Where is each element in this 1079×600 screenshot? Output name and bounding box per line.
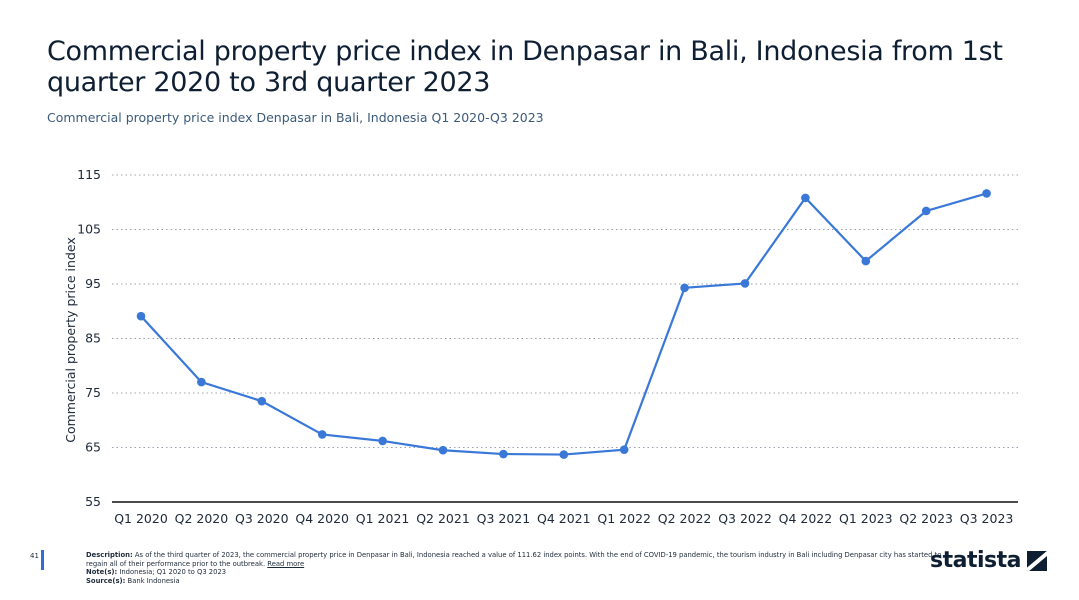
x-tick-label: Q2 2020: [175, 511, 229, 526]
x-tick-label: Q3 2022: [718, 511, 772, 526]
description-text: As of the third quarter of 2023, the com…: [86, 551, 942, 568]
x-tick-label: Q4 2021: [537, 511, 591, 526]
page-number: 41: [30, 552, 39, 560]
gridlines: [112, 174, 1018, 503]
series-line: [140, 192, 987, 456]
y-tick-label: 55: [85, 494, 101, 509]
x-tick-label: Q1 2020: [114, 511, 168, 526]
data-point: [680, 283, 689, 293]
description-label: Description:: [86, 551, 133, 559]
notes-label: Note(s):: [86, 568, 118, 576]
accent-bar: [41, 550, 44, 570]
x-tick-label: Q3 2023: [960, 511, 1014, 526]
data-point: [559, 450, 569, 459]
read-more-link[interactable]: Read more: [267, 559, 305, 568]
x-tick-label: Q1 2022: [597, 511, 651, 526]
notes-text: Indonesia; Q1 2020 to Q3 2023: [119, 568, 227, 576]
data-point: [861, 256, 871, 266]
y-tick-label: 105: [77, 222, 101, 237]
chart-subtitle: Commercial property price index Denpasar…: [47, 110, 544, 125]
source-text: Bank Indonesia: [127, 576, 180, 585]
y-tick-label: 115: [77, 167, 101, 182]
data-point: [378, 436, 387, 446]
y-tick-label: 65: [85, 440, 101, 455]
source-label: Source(s):: [86, 576, 126, 585]
statista-logo-icon: [1026, 550, 1047, 571]
x-tick-label: Q4 2020: [295, 511, 349, 526]
data-point: [619, 445, 629, 454]
data-point: [982, 189, 991, 198]
x-tick-label: Q3 2021: [477, 511, 531, 526]
series: [136, 189, 991, 459]
data-point: [438, 445, 448, 455]
chart-title: Commercial property price index in Denpa…: [47, 36, 1003, 98]
y-tick-label: 75: [85, 385, 101, 400]
data-point: [257, 396, 267, 406]
y-axis-ticks: 55 65 75 85 95 105 115: [77, 167, 101, 509]
y-axis-label: Commercial property price index: [63, 237, 78, 443]
x-tick-label: Q2 2022: [658, 511, 712, 526]
y-tick-label: 95: [85, 276, 101, 291]
data-point: [921, 206, 931, 216]
data-point: [499, 449, 508, 459]
x-tick-label: Q3 2020: [235, 511, 289, 526]
y-tick-label: 85: [85, 331, 101, 346]
data-point: [197, 377, 206, 387]
data-point: [136, 311, 146, 321]
data-point: [317, 430, 327, 439]
x-tick-label: Q1 2023: [839, 511, 893, 526]
x-axis-ticks: Q1 2020 Q2 2020 Q3 2020 Q4 2020 Q1 2021 Q2 20…: [114, 511, 1013, 526]
statista-logo: statista: [930, 548, 1047, 573]
logo-text: statista: [930, 548, 1021, 573]
data-point: [740, 279, 750, 288]
x-tick-label: Q2 2023: [899, 511, 953, 526]
data-point: [801, 193, 810, 203]
x-tick-label: Q4 2022: [779, 511, 833, 526]
x-tick-label: Q1 2021: [356, 511, 410, 526]
line-chart: 55 65 75 85 95 105 115 Q1 2020 Q2 2020 Q3 2020 Q4…: [63, 167, 1018, 526]
x-tick-label: Q2 2021: [416, 511, 470, 526]
